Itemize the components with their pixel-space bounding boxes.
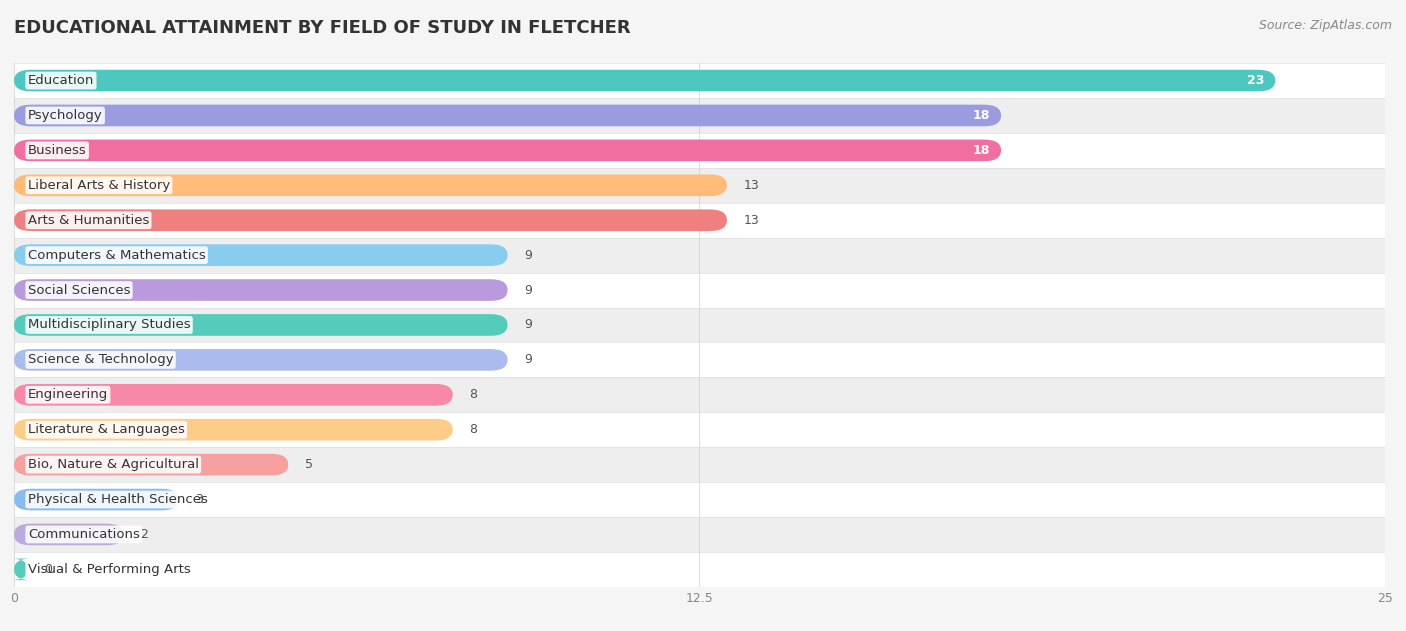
Text: 9: 9 (524, 249, 531, 262)
FancyBboxPatch shape (11, 558, 31, 580)
Text: 5: 5 (305, 458, 312, 471)
FancyBboxPatch shape (14, 70, 1275, 91)
FancyBboxPatch shape (14, 419, 453, 440)
Text: 13: 13 (744, 179, 759, 192)
Text: Visual & Performing Arts: Visual & Performing Arts (28, 563, 191, 576)
Text: 13: 13 (744, 214, 759, 227)
Text: 9: 9 (524, 353, 531, 367)
FancyBboxPatch shape (14, 524, 124, 545)
Text: Psychology: Psychology (28, 109, 103, 122)
Bar (14, 482, 1385, 517)
Bar (14, 377, 1385, 412)
Text: Physical & Health Sciences: Physical & Health Sciences (28, 493, 208, 506)
Text: 2: 2 (141, 528, 148, 541)
Text: 8: 8 (470, 388, 477, 401)
Bar (14, 238, 1385, 273)
Bar (14, 168, 1385, 203)
Text: Education: Education (28, 74, 94, 87)
Text: 9: 9 (524, 319, 531, 331)
Text: Arts & Humanities: Arts & Humanities (28, 214, 149, 227)
FancyBboxPatch shape (14, 314, 508, 336)
Text: Bio, Nature & Agricultural: Bio, Nature & Agricultural (28, 458, 198, 471)
Text: Social Sciences: Social Sciences (28, 283, 131, 297)
Bar (14, 447, 1385, 482)
Bar (14, 63, 1385, 98)
Text: Liberal Arts & History: Liberal Arts & History (28, 179, 170, 192)
FancyBboxPatch shape (14, 489, 179, 510)
Text: 23: 23 (1247, 74, 1264, 87)
FancyBboxPatch shape (14, 209, 727, 231)
Bar (14, 343, 1385, 377)
Text: 9: 9 (524, 283, 531, 297)
Bar (14, 517, 1385, 552)
Bar (14, 273, 1385, 307)
Text: 18: 18 (973, 109, 990, 122)
Text: Source: ZipAtlas.com: Source: ZipAtlas.com (1258, 19, 1392, 32)
Text: Multidisciplinary Studies: Multidisciplinary Studies (28, 319, 190, 331)
Bar (14, 307, 1385, 343)
Text: EDUCATIONAL ATTAINMENT BY FIELD OF STUDY IN FLETCHER: EDUCATIONAL ATTAINMENT BY FIELD OF STUDY… (14, 19, 631, 37)
Bar (14, 133, 1385, 168)
FancyBboxPatch shape (14, 349, 508, 370)
Text: Engineering: Engineering (28, 388, 108, 401)
Text: Literature & Languages: Literature & Languages (28, 423, 184, 436)
FancyBboxPatch shape (14, 139, 1001, 161)
Text: 18: 18 (973, 144, 990, 157)
Text: 8: 8 (470, 423, 477, 436)
Text: 0: 0 (44, 563, 52, 576)
Bar (14, 98, 1385, 133)
Text: Business: Business (28, 144, 87, 157)
Bar (14, 203, 1385, 238)
FancyBboxPatch shape (14, 384, 453, 406)
Text: Science & Technology: Science & Technology (28, 353, 173, 367)
FancyBboxPatch shape (14, 105, 1001, 126)
FancyBboxPatch shape (14, 175, 727, 196)
Bar (14, 412, 1385, 447)
FancyBboxPatch shape (14, 280, 508, 301)
Text: Computers & Mathematics: Computers & Mathematics (28, 249, 205, 262)
Bar (14, 552, 1385, 587)
Text: 3: 3 (195, 493, 202, 506)
FancyBboxPatch shape (14, 244, 508, 266)
Text: Communications: Communications (28, 528, 139, 541)
FancyBboxPatch shape (14, 454, 288, 475)
